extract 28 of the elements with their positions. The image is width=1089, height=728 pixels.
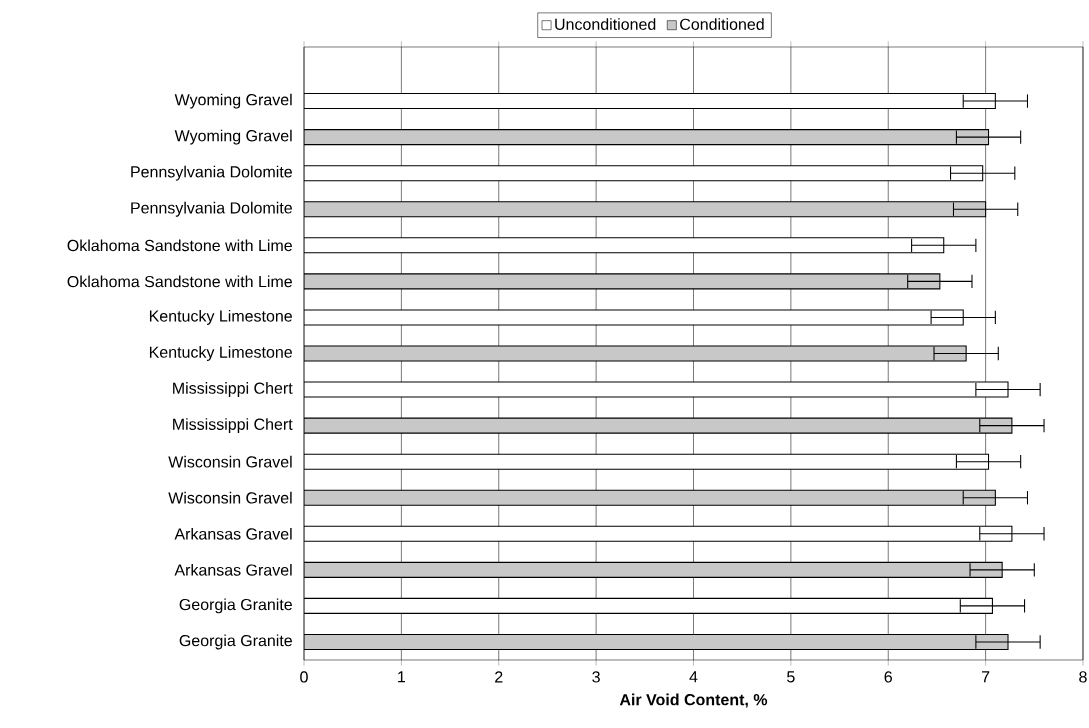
x-tick-label: 3 — [592, 671, 600, 683]
y-tick-label: Wyoming Gravel — [174, 93, 292, 109]
y-tick-label: Georgia Granite — [179, 598, 292, 614]
x-tick-label: 5 — [787, 671, 795, 683]
y-tick-label: Wyoming Gravel — [174, 129, 292, 145]
y-tick-label: Pennsylvania Dolomite — [131, 201, 292, 217]
legend-label: Unconditioned — [555, 18, 656, 30]
y-tick-label: Oklahoma Sandstone with Lime — [67, 275, 292, 288]
y-tick-label: Mississippi Chert — [173, 418, 293, 434]
x-tick-label: 0 — [300, 671, 308, 683]
x-axis-title: Air Void Content, % — [619, 693, 768, 708]
x-tick-label: 1 — [398, 671, 406, 683]
x-tick-label: 6 — [884, 671, 892, 683]
y-tick-label: Kentucky Limestone — [149, 309, 292, 325]
legend-label: Conditioned — [680, 18, 764, 30]
y-tick-label: Wisconsin Gravel — [168, 455, 292, 468]
x-tick-label: 4 — [689, 671, 698, 683]
y-tick-label: Mississippi Chert — [173, 382, 293, 398]
x-tick-label: 7 — [981, 671, 990, 683]
y-tick-label: Arkansas Gravel — [174, 527, 292, 540]
x-tick-label: 2 — [495, 671, 503, 683]
y-tick-label: Wisconsin Gravel — [168, 491, 292, 504]
y-tick-label: Georgia Granite — [179, 634, 292, 650]
y-tick-label: Pennsylvania Dolomite — [131, 165, 292, 181]
y-tick-label: Oklahoma Sandstone with Lime — [67, 239, 292, 252]
y-tick-label: Kentucky Limestone — [149, 346, 292, 361]
y-tick-label: Arkansas Gravel — [174, 563, 292, 576]
x-tick-label: 8 — [1079, 671, 1087, 683]
